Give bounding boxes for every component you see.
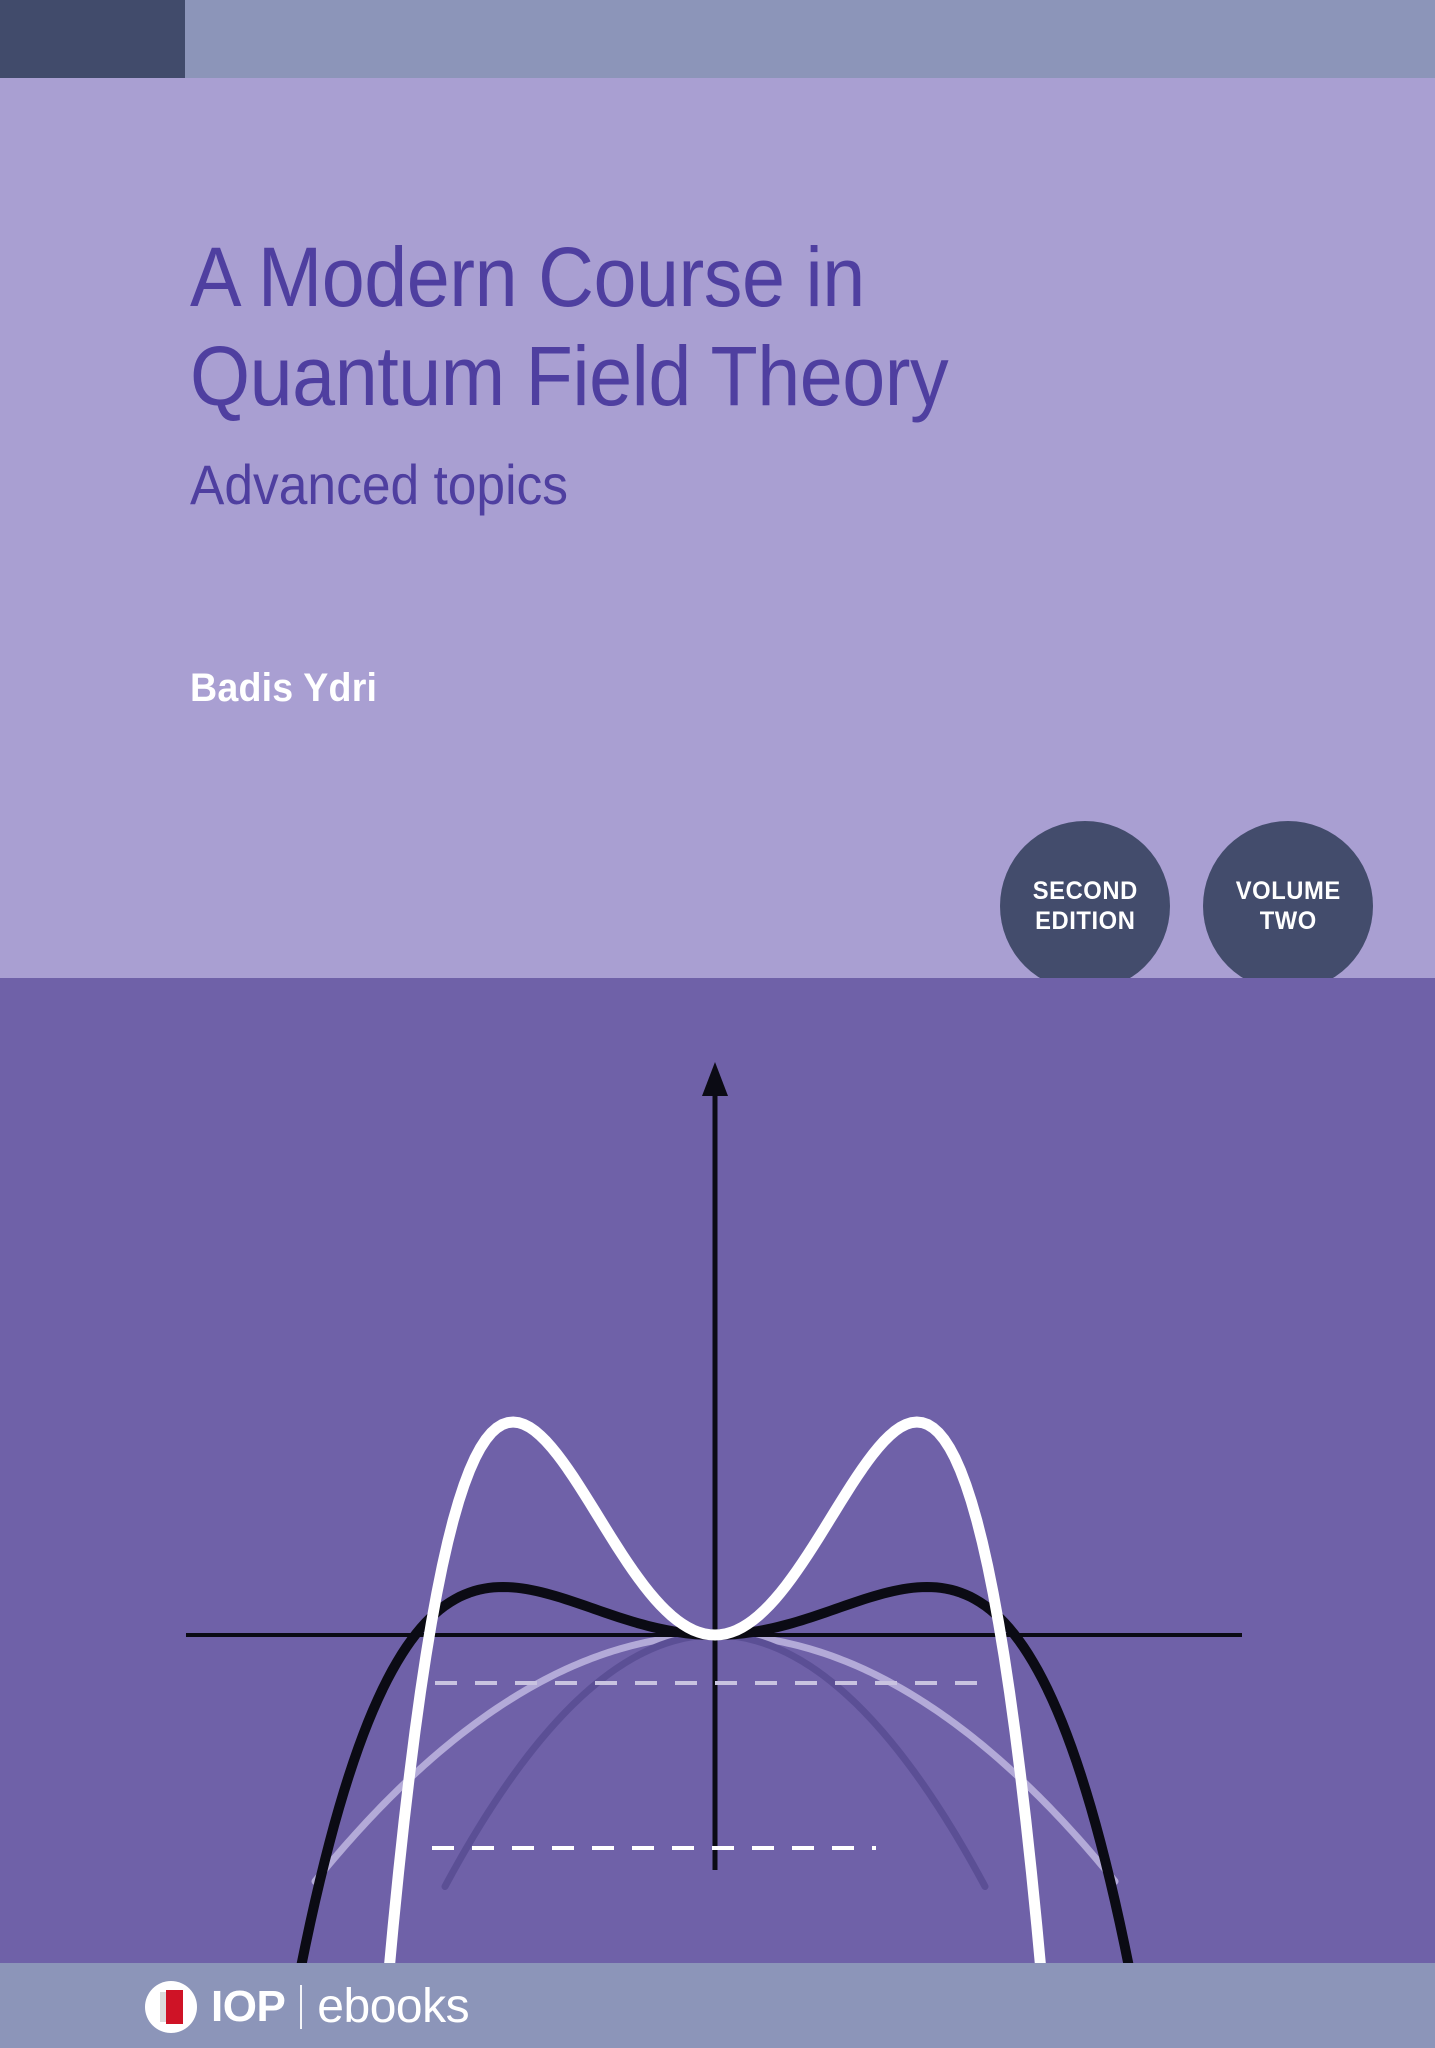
badge-second-edition-label: SECOND EDITION <box>1032 876 1138 936</box>
y-axis-arrow-icon <box>702 1062 728 1096</box>
header-band <box>0 0 1435 78</box>
badge-volume-two-label: VOLUME TWO <box>1235 876 1341 936</box>
title-block: A Modern Course in Quantum Field Theory … <box>190 228 1310 516</box>
logo-divider <box>300 1985 303 2029</box>
title-panel: A Modern Course in Quantum Field Theory … <box>0 78 1435 991</box>
badge-second-edition: SECOND EDITION <box>1000 821 1170 991</box>
page-subtitle: Advanced topics <box>190 453 569 517</box>
symmetry-breaking-potential-chart <box>186 1062 1242 1963</box>
potential-graph-panel <box>0 978 1435 1963</box>
page-title: A Modern Course in Quantum Field Theory <box>190 230 949 424</box>
ebooks-wordmark: ebooks <box>317 1980 470 2033</box>
header-accent-block <box>0 0 185 78</box>
book-cover-shape <box>166 1990 183 2024</box>
curve-deep-double-well <box>384 1416 1046 1963</box>
book-spine-shape <box>160 1992 167 2022</box>
author-name: Badis Ydri <box>190 666 378 710</box>
badge-volume-two: VOLUME TWO <box>1203 821 1373 991</box>
iop-book-icon <box>145 1981 197 2033</box>
iop-wordmark: IOP <box>211 1982 286 2031</box>
iop-ebooks-logo: IOP ebooks <box>145 1980 470 2033</box>
footer-band <box>0 1963 1435 2048</box>
